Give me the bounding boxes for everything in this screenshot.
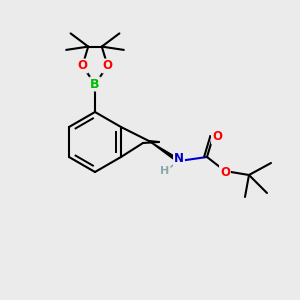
Text: H: H (160, 166, 169, 176)
Text: O: O (220, 166, 230, 178)
Text: B: B (90, 77, 100, 91)
Text: N: N (174, 152, 184, 166)
Text: O: O (212, 130, 222, 143)
Polygon shape (149, 141, 180, 163)
Text: O: O (77, 59, 87, 73)
Text: O: O (103, 59, 112, 73)
